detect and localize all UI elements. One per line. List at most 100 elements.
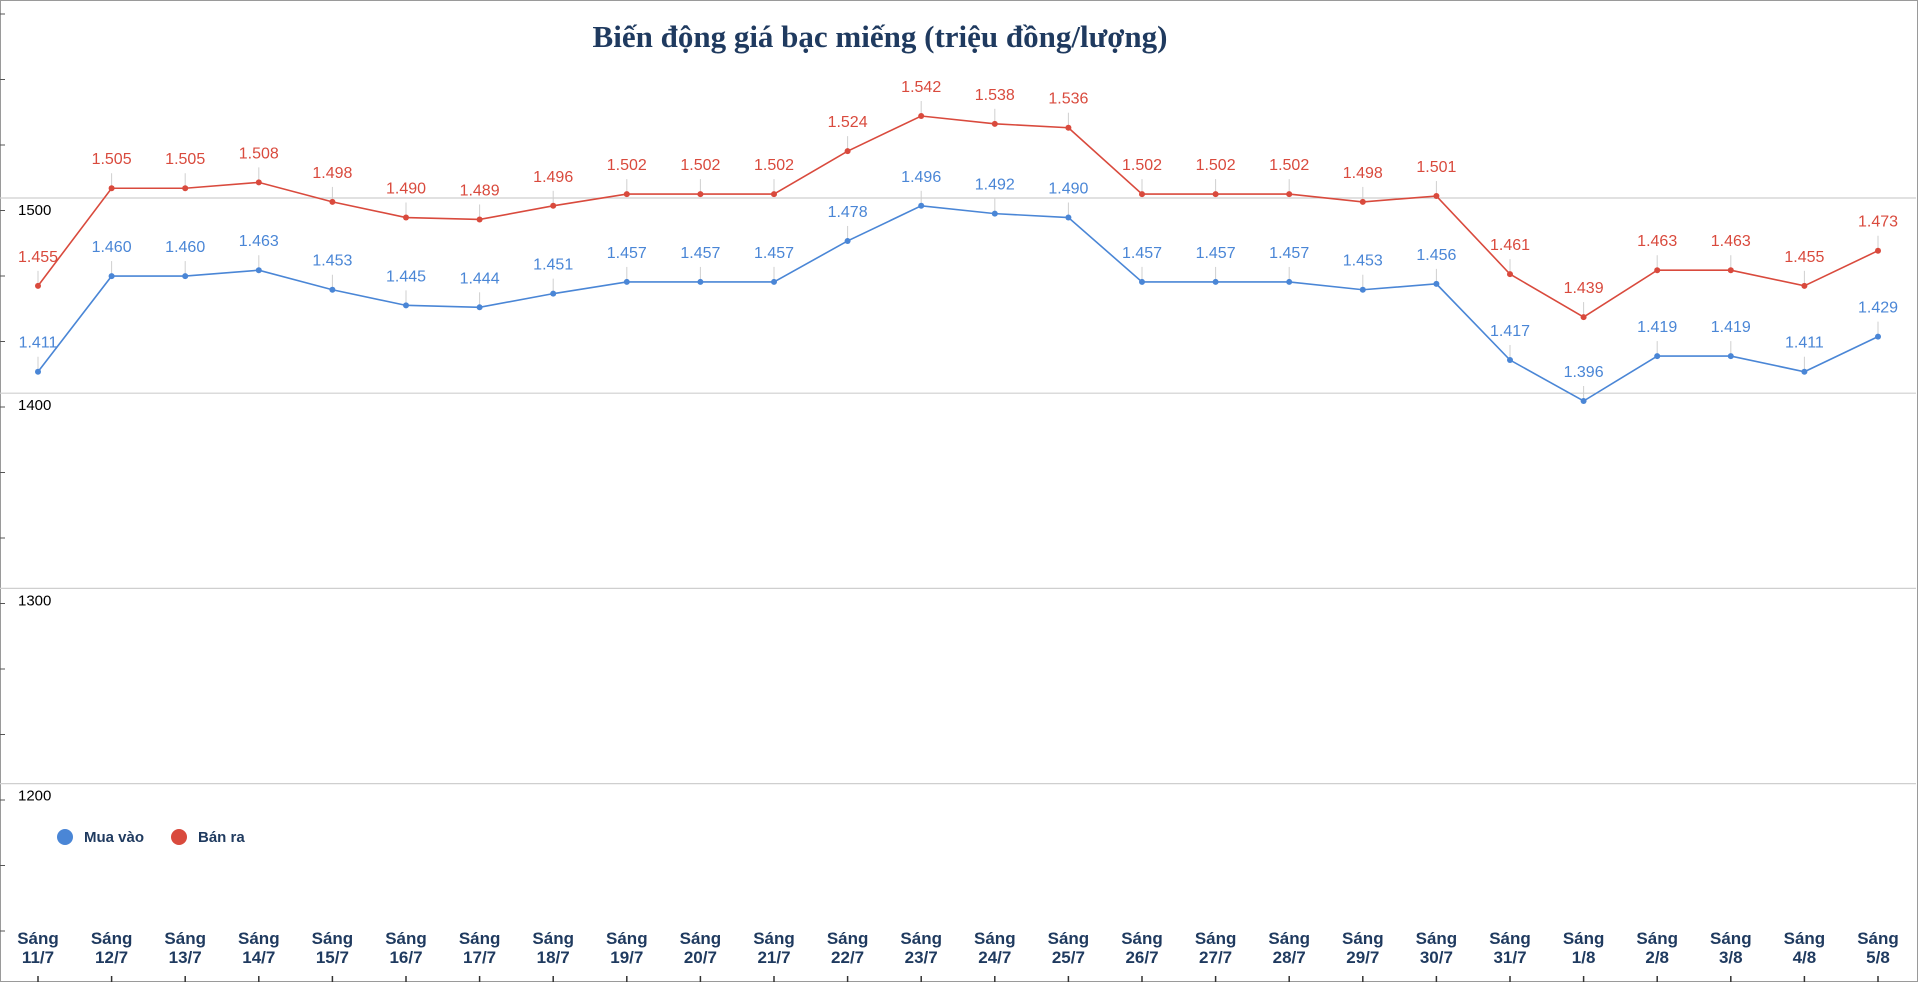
data-point — [844, 237, 851, 244]
series-1: 1.455 1.505 1.505 1.508 1.498 1.490 1.489 1.496… — [18, 79, 1898, 321]
data-point — [1433, 193, 1440, 200]
data-label: 1.455 — [18, 249, 58, 266]
data-label: 1.505 — [165, 151, 205, 168]
data-label: 1.461 — [1490, 237, 1530, 254]
data-point — [550, 202, 557, 209]
x-tick-label: Sáng 25/7 — [1048, 929, 1090, 967]
x-tick-label: Sáng 13/7 — [164, 929, 206, 967]
x-tick-label: Sáng 31/7 — [1489, 929, 1531, 967]
data-label: 1.492 — [975, 177, 1015, 194]
x-tick-label: Sáng 11/7 — [17, 929, 59, 967]
x-axis: Sáng 11/7 Sáng 12/7 Sáng 13/7 Sáng 14/7 Sáng 15/7… — [17, 929, 1899, 982]
data-point — [844, 148, 851, 155]
data-label: 1.457 — [1122, 245, 1162, 262]
data-label: 1.453 — [1343, 253, 1383, 270]
x-tick-label: Sáng 16/7 — [385, 929, 427, 967]
data-point — [1359, 286, 1366, 293]
data-point — [1580, 314, 1587, 321]
data-point — [255, 267, 262, 274]
legend-label: Mua vào — [84, 829, 144, 846]
x-tick-label: Sáng 29/7 — [1342, 929, 1384, 967]
data-label: 1.411 — [19, 335, 58, 352]
data-label: 1.478 — [828, 204, 868, 221]
data-point — [1359, 198, 1366, 205]
data-label: 1.496 — [901, 169, 941, 186]
data-label: 1.460 — [92, 239, 132, 256]
data-label: 1.502 — [1269, 157, 1309, 174]
data-label: 1.429 — [1858, 300, 1898, 317]
data-point — [108, 185, 115, 192]
x-tick-label: Sáng 19/7 — [606, 929, 648, 967]
data-label: 1.396 — [1564, 364, 1604, 381]
data-label: 1.419 — [1637, 319, 1677, 336]
series-group: 1.411 1.460 1.460 1.463 1.453 1.445 1.444 1.451… — [18, 79, 1898, 405]
data-point — [476, 216, 483, 223]
data-point — [329, 286, 336, 293]
series-line — [37, 115, 1879, 319]
x-tick-label: Sáng 26/7 — [1121, 929, 1163, 967]
data-point — [1507, 357, 1513, 364]
data-point — [182, 273, 189, 280]
data-point — [1727, 353, 1734, 360]
x-tick-label: Sáng 21/7 — [753, 929, 795, 967]
data-point — [1065, 124, 1072, 131]
data-label: 1.419 — [1711, 319, 1751, 336]
data-point — [403, 214, 409, 221]
data-point — [991, 120, 998, 127]
data-label: 1.457 — [1269, 245, 1309, 262]
data-label: 1.457 — [680, 245, 720, 262]
data-label: 1.542 — [901, 79, 941, 96]
data-point — [1139, 278, 1145, 285]
legend-marker — [171, 829, 187, 845]
x-tick-label: Sáng 5/8 — [1857, 929, 1899, 967]
x-tick-label: Sáng 2/8 — [1636, 929, 1678, 967]
data-label: 1.439 — [1564, 280, 1604, 297]
legend: Mua vào Bán ra — [57, 829, 245, 846]
y-tick-label: 1300 — [18, 592, 51, 609]
x-tick-label: Sáng 17/7 — [459, 929, 501, 967]
x-tick-label: Sáng 3/8 — [1710, 929, 1752, 967]
data-point — [1286, 278, 1293, 285]
data-point — [771, 191, 777, 198]
x-tick-label: Sáng 22/7 — [827, 929, 869, 967]
data-label: 1.457 — [1196, 245, 1236, 262]
data-point — [991, 210, 998, 217]
x-tick-label: Sáng 4/8 — [1784, 929, 1826, 967]
x-tick-label: Sáng 1/8 — [1563, 929, 1605, 967]
legend-marker — [57, 829, 73, 845]
x-tick-label: Sáng 30/7 — [1416, 929, 1458, 967]
chart-title: Biến động giá bạc miếng (triệu đồng/lượn… — [593, 19, 1168, 54]
data-label: 1.502 — [1122, 157, 1162, 174]
data-label: 1.411 — [1785, 335, 1824, 352]
series-0: 1.411 1.460 1.460 1.463 1.453 1.445 1.444 1.451… — [19, 169, 1898, 405]
data-label: 1.498 — [1343, 165, 1383, 182]
data-point — [255, 179, 262, 186]
data-label: 1.460 — [165, 239, 205, 256]
y-tick-label: 1200 — [18, 788, 51, 805]
data-label: 1.508 — [239, 145, 279, 162]
data-point — [918, 113, 925, 120]
data-point — [1065, 214, 1072, 221]
data-point — [1801, 368, 1808, 375]
data-label: 1.463 — [1637, 233, 1677, 250]
data-point — [476, 304, 483, 311]
data-point — [918, 202, 925, 209]
x-tick-label: Sáng 23/7 — [900, 929, 942, 967]
data-point — [623, 278, 630, 285]
data-label: 1.463 — [1711, 233, 1751, 250]
data-point — [1875, 333, 1881, 340]
data-point — [1727, 267, 1734, 274]
x-tick-label: Sáng 15/7 — [312, 929, 354, 967]
data-label: 1.536 — [1048, 91, 1088, 108]
data-point — [550, 290, 557, 297]
data-point — [35, 282, 41, 289]
data-point — [1654, 267, 1661, 274]
data-label: 1.457 — [607, 245, 647, 262]
data-label: 1.463 — [239, 233, 279, 250]
legend-label: Bán ra — [198, 829, 245, 846]
data-label: 1.502 — [754, 157, 794, 174]
data-point — [771, 278, 777, 285]
y-axis: 1200 1300 1400 1500 — [0, 13, 51, 932]
data-point — [1286, 191, 1293, 198]
data-point — [1580, 398, 1587, 405]
